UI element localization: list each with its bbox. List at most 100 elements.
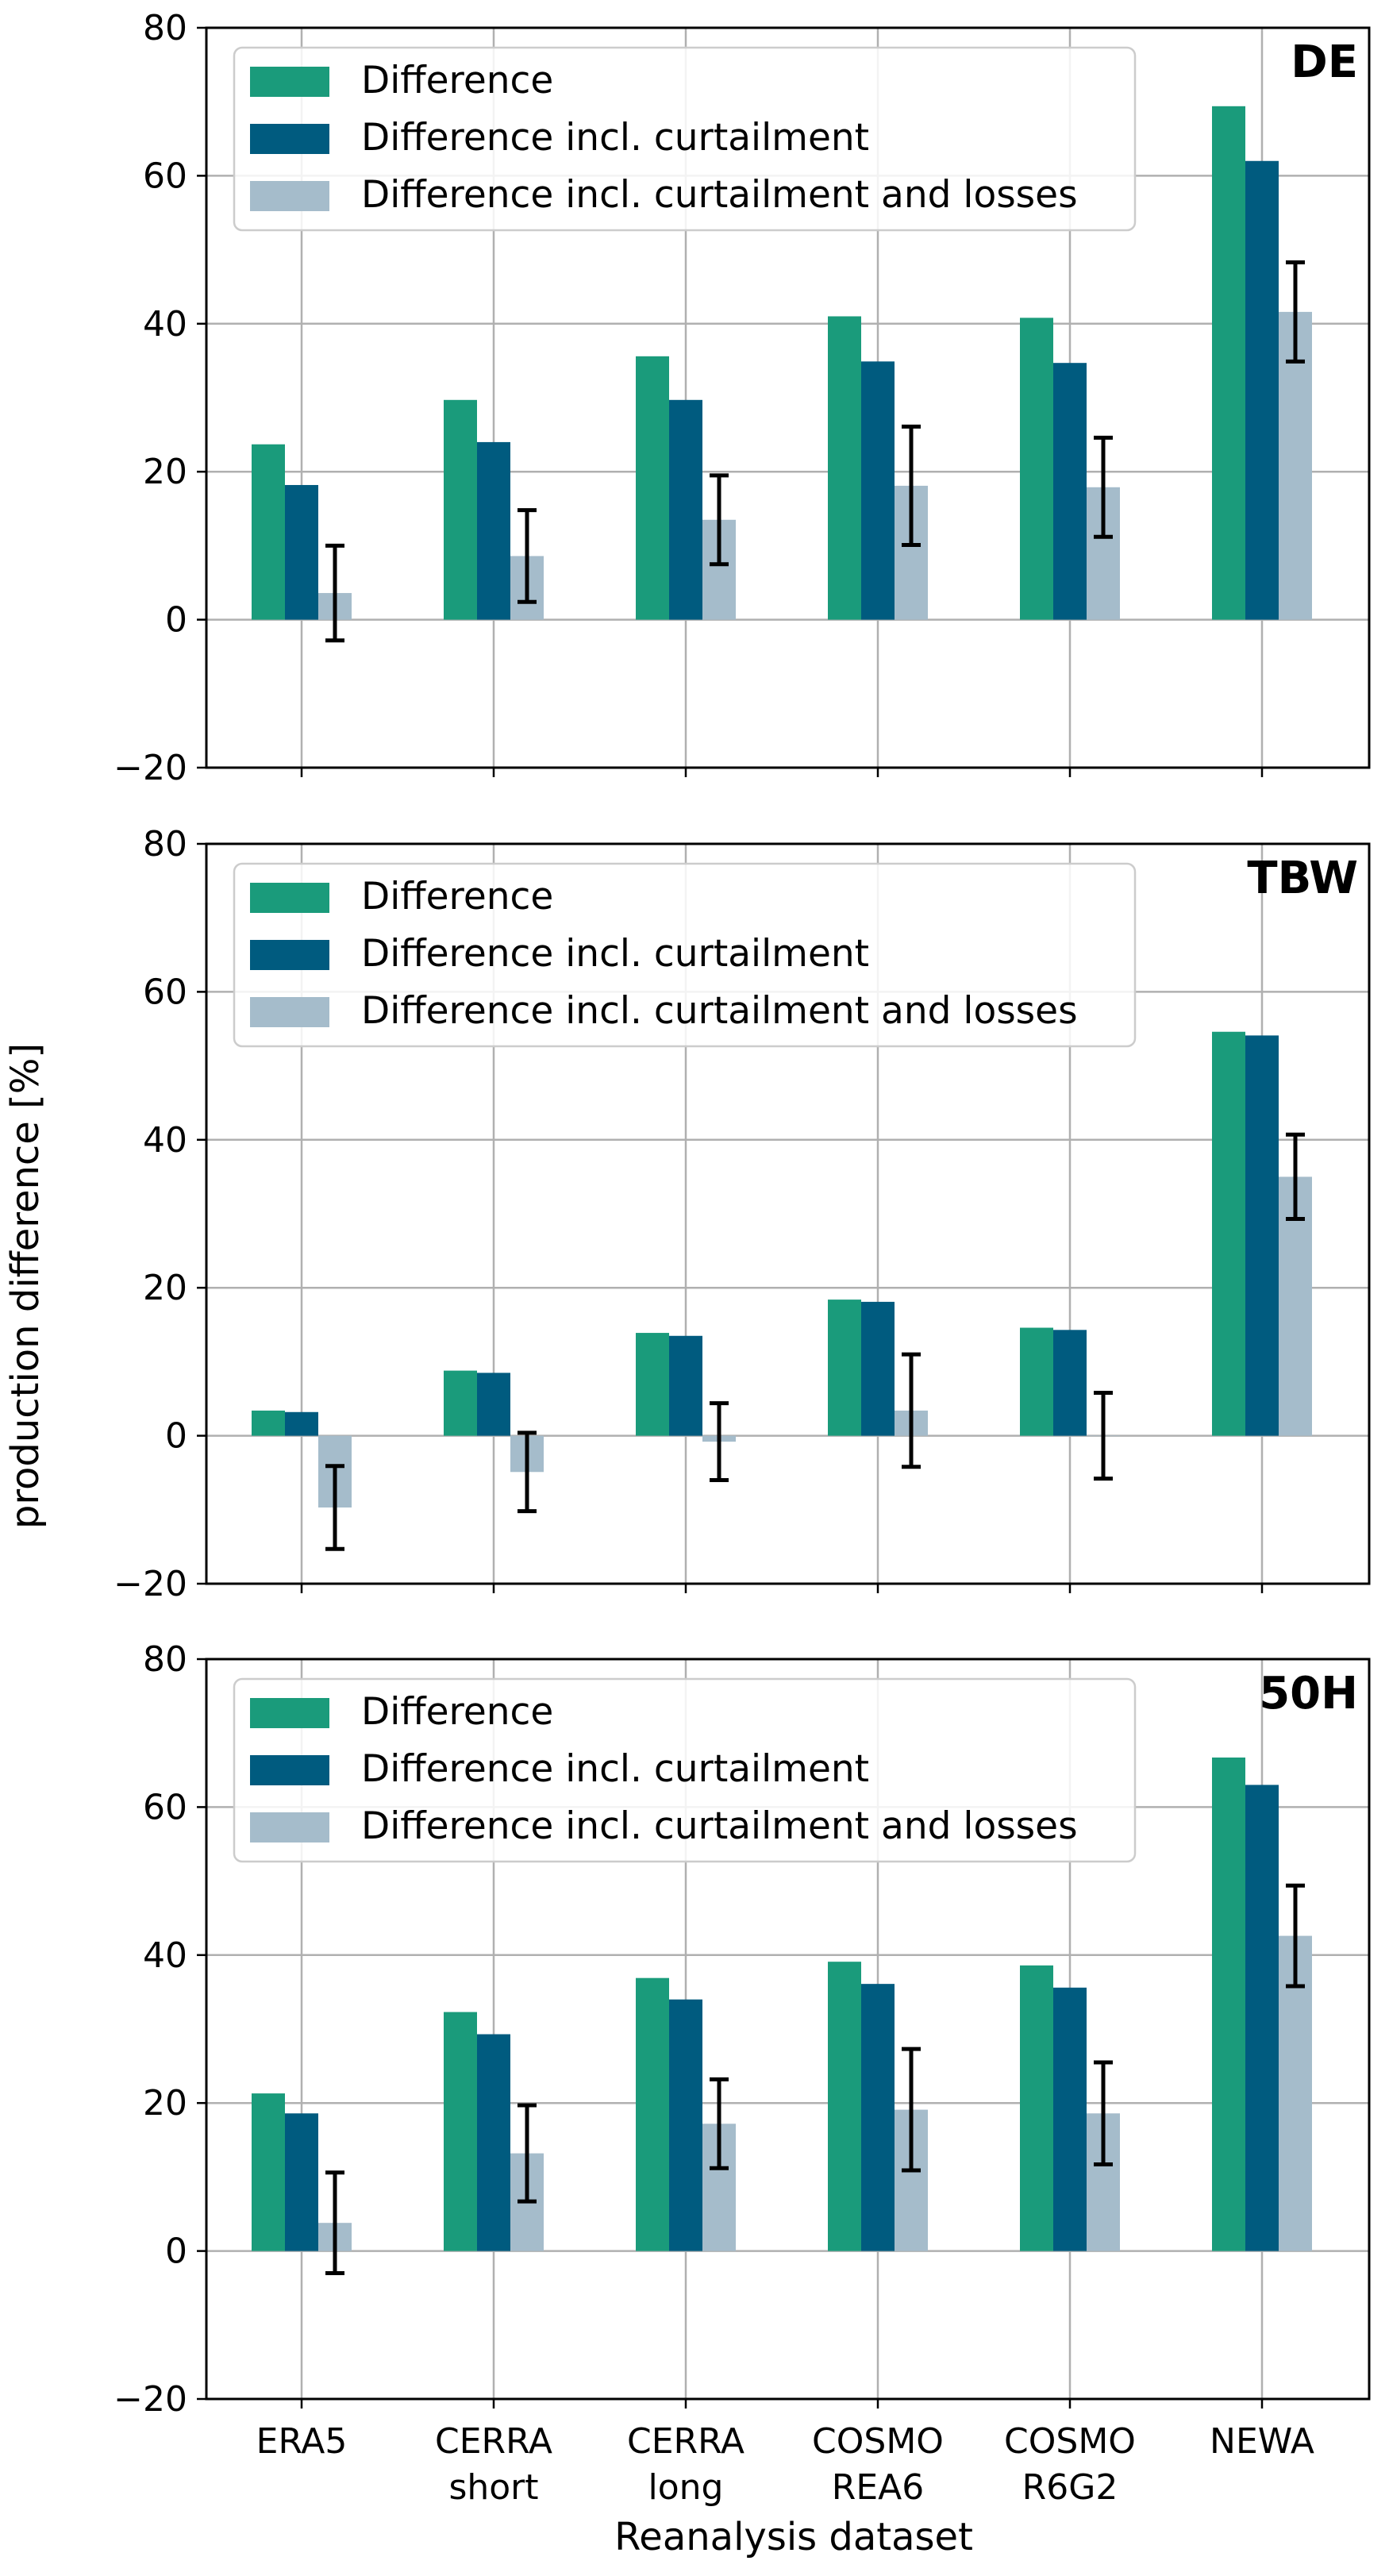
- x-tick-label-line: REA6: [832, 2467, 924, 2508]
- x-tick-label-line: CERRA: [435, 2421, 552, 2462]
- x-tick-label: COSMO REA6: [812, 2421, 944, 2508]
- bar-difference-curtailment: [285, 1411, 318, 1436]
- bar-difference-curtailment: [669, 1999, 702, 2251]
- x-tick-label-line: NEWA: [1210, 2421, 1314, 2462]
- y-axis-label: production difference [%]: [3, 1043, 48, 1529]
- bar-difference: [828, 316, 861, 620]
- bar-difference-curtailment: [477, 1373, 510, 1436]
- legend: [233, 862, 1137, 1048]
- y-tick-label: 0: [165, 2231, 187, 2272]
- x-tick-label-line: R6G2: [1022, 2467, 1118, 2508]
- bar-difference-curtailment: [477, 441, 510, 620]
- y-tick-label: 20: [143, 2083, 187, 2124]
- bar-difference-curtailment: [861, 1984, 895, 2251]
- bar-difference-curtailment: [1245, 1035, 1279, 1436]
- y-tick-label: 40: [143, 304, 187, 345]
- legend-entry: Difference: [361, 875, 553, 918]
- bar-difference: [1020, 318, 1053, 620]
- y-tick-label: 80: [143, 8, 187, 48]
- bar-difference: [636, 356, 669, 620]
- legend-entry: Difference incl. curtailment and losses: [361, 989, 1078, 1033]
- bar-difference-curtailment: [861, 1301, 895, 1436]
- legend: [233, 46, 1137, 232]
- x-tick-label: CERRA short: [435, 2421, 552, 2508]
- bar-difference: [252, 1410, 285, 1436]
- y-tick-label: 60: [143, 972, 187, 1012]
- legend-entry: Difference incl. curtailment: [361, 116, 869, 160]
- bar-difference: [444, 1370, 477, 1436]
- bar-difference-curtailment: [1245, 1785, 1279, 2251]
- y-tick-label: 40: [143, 1935, 187, 1976]
- y-tick-label: 80: [143, 824, 187, 864]
- bar-difference: [1020, 1327, 1053, 1436]
- legend-swatch: [250, 67, 329, 97]
- legend-entry: Difference: [361, 1690, 553, 1734]
- bar-difference-curtailment: [477, 2034, 510, 2251]
- y-tick-label: −20: [114, 2379, 187, 2420]
- chart-panel-tbw: −20 0 20 40 60 80 Difference Difference incl. c…: [114, 824, 1371, 1604]
- bar-difference-curtailment: [1053, 1987, 1087, 2251]
- legend-entry: Difference incl. curtailment and losses: [361, 1804, 1078, 1848]
- bar-difference: [252, 2093, 285, 2251]
- bar-difference-curtailment: [1053, 363, 1087, 620]
- axes-frame: [205, 842, 1371, 1585]
- y-tick-label: 20: [143, 1268, 187, 1308]
- legend-entry: Difference incl. curtailment: [361, 1747, 869, 1791]
- y-tick-label: 20: [143, 452, 187, 492]
- bar-difference: [444, 2012, 477, 2251]
- legend-entry: Difference incl. curtailment and losses: [361, 173, 1078, 217]
- bar-difference-curtailment: [861, 361, 895, 620]
- y-tick-label: 60: [143, 156, 187, 196]
- chart-panel-de: −20 0 20 40 60 80 Difference Difference incl. c…: [114, 8, 1371, 788]
- bar-difference: [1020, 1965, 1053, 2251]
- bar-difference-curtailment: [669, 1335, 702, 1436]
- y-tick-label: 40: [143, 1120, 187, 1161]
- x-tick-label-line: ERA5: [256, 2421, 348, 2462]
- panel-label: 50H: [1259, 1668, 1358, 1719]
- bar-difference-curtailment: [285, 2113, 318, 2251]
- x-tick-label: ERA5: [256, 2421, 348, 2462]
- x-tick-label: CERRA long: [627, 2421, 745, 2508]
- y-tick-label: 60: [143, 1787, 187, 1827]
- bar-difference: [636, 1977, 669, 2251]
- legend: [233, 1677, 1137, 1863]
- bar-difference: [636, 1333, 669, 1436]
- bar-difference: [444, 399, 477, 620]
- bar-difference: [828, 1962, 861, 2251]
- bar-difference: [828, 1300, 861, 1436]
- legend-swatch: [250, 940, 329, 970]
- bar-difference-curtailment: [1053, 1330, 1087, 1436]
- y-tick-label: 0: [165, 600, 187, 641]
- legend-swatch: [250, 181, 329, 211]
- legend-swatch: [250, 1698, 329, 1728]
- x-tick-label-line: COSMO: [1004, 2421, 1136, 2462]
- y-tick-label: −20: [114, 748, 187, 788]
- x-axis-label: Reanalysis dataset: [614, 2515, 973, 2559]
- axes-frame: [205, 1658, 1371, 2401]
- panel-label: DE: [1291, 37, 1358, 88]
- bar-difference-curtailment: [669, 399, 702, 620]
- legend-swatch: [250, 1755, 329, 1785]
- legend-entry: Difference: [361, 59, 553, 102]
- legend-entry: Difference incl. curtailment: [361, 932, 869, 976]
- bar-difference-curtailment-losses: [1279, 1935, 1312, 2251]
- axes-frame: [205, 26, 1371, 769]
- y-tick-label: −20: [114, 1564, 187, 1604]
- chart-panel-50h: −20 0 20 40 60 80 Difference Difference incl. c…: [114, 1639, 1371, 2420]
- y-tick-label: 0: [165, 1416, 187, 1457]
- bar-difference: [1212, 1031, 1245, 1436]
- bar-difference-curtailment: [1245, 160, 1279, 620]
- legend-swatch: [250, 1812, 329, 1842]
- x-tick-label: NEWA: [1210, 2421, 1314, 2462]
- bar-difference: [1212, 106, 1245, 620]
- x-tick-label-line: COSMO: [812, 2421, 944, 2462]
- x-tick-label-line: long: [648, 2467, 724, 2508]
- y-tick-label: 80: [143, 1639, 187, 1680]
- x-tick-label-line: CERRA: [627, 2421, 745, 2462]
- legend-swatch: [250, 883, 329, 913]
- bar-difference-curtailment: [285, 484, 318, 620]
- legend-swatch: [250, 997, 329, 1027]
- legend-swatch: [250, 124, 329, 154]
- bar-difference: [252, 444, 285, 620]
